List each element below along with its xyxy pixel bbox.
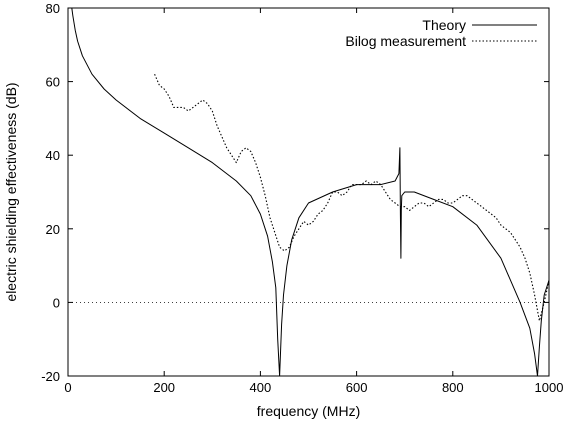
x-tick-label: 800 <box>442 380 464 395</box>
legend-label: Bilog measurement <box>345 33 466 49</box>
plot-frame <box>67 7 550 377</box>
y-tick-label: 80 <box>46 1 60 16</box>
x-tick-label: 1000 <box>535 380 564 395</box>
x-tick-label: 600 <box>346 380 368 395</box>
y-axis-label: electric shielding effectiveness (dB) <box>3 82 19 301</box>
x-axis-label: frequency (MHz) <box>257 403 360 419</box>
y-tick-label: -20 <box>41 369 60 384</box>
x-tick-label: 200 <box>153 380 175 395</box>
y-tick-label: 20 <box>46 222 60 237</box>
y-tick-label: 60 <box>46 75 60 90</box>
y-tick-label: 0 <box>53 295 60 310</box>
series-layer <box>71 7 550 377</box>
series-line-theory <box>71 7 550 377</box>
series-line-bilog-measurement <box>154 73 550 322</box>
x-tick-label: 400 <box>250 380 272 395</box>
y-tick-label: 40 <box>46 148 60 163</box>
tick-layer: 0 200 400 600 800 1000 -20 0 20 40 60 80 <box>41 1 563 395</box>
legend-label: Theory <box>422 17 466 33</box>
x-tick-label: 0 <box>64 380 71 395</box>
